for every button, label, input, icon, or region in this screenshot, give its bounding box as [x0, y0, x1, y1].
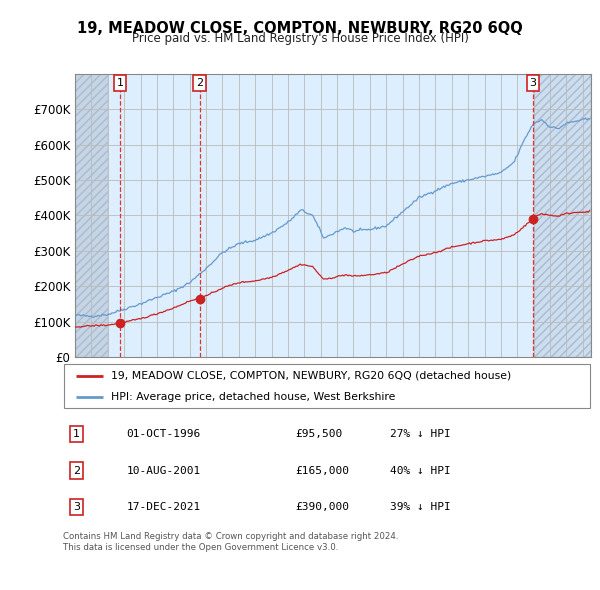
Text: 1: 1	[73, 429, 80, 439]
FancyBboxPatch shape	[64, 364, 590, 408]
Bar	[75, 74, 108, 357]
Text: 1: 1	[116, 78, 124, 88]
Text: 39% ↓ HPI: 39% ↓ HPI	[391, 502, 451, 512]
Text: £95,500: £95,500	[295, 429, 343, 439]
Text: 40% ↓ HPI: 40% ↓ HPI	[391, 466, 451, 476]
Text: 3: 3	[73, 502, 80, 512]
Text: 10-AUG-2001: 10-AUG-2001	[127, 466, 200, 476]
Bar	[533, 74, 591, 357]
Text: 17-DEC-2021: 17-DEC-2021	[127, 502, 200, 512]
Text: 3: 3	[530, 78, 536, 88]
Text: 19, MEADOW CLOSE, COMPTON, NEWBURY, RG20 6QQ (detached house): 19, MEADOW CLOSE, COMPTON, NEWBURY, RG20…	[110, 371, 511, 381]
Text: £165,000: £165,000	[295, 466, 349, 476]
Text: 19, MEADOW CLOSE, COMPTON, NEWBURY, RG20 6QQ: 19, MEADOW CLOSE, COMPTON, NEWBURY, RG20…	[77, 21, 523, 35]
Text: 2: 2	[196, 78, 203, 88]
Text: 01-OCT-1996: 01-OCT-1996	[127, 429, 200, 439]
Text: £390,000: £390,000	[295, 502, 349, 512]
Text: Price paid vs. HM Land Registry's House Price Index (HPI): Price paid vs. HM Land Registry's House …	[131, 32, 469, 45]
Text: Contains HM Land Registry data © Crown copyright and database right 2024.
This d: Contains HM Land Registry data © Crown c…	[63, 532, 398, 552]
Text: 2: 2	[73, 466, 80, 476]
Text: HPI: Average price, detached house, West Berkshire: HPI: Average price, detached house, West…	[110, 392, 395, 402]
Text: 27% ↓ HPI: 27% ↓ HPI	[391, 429, 451, 439]
